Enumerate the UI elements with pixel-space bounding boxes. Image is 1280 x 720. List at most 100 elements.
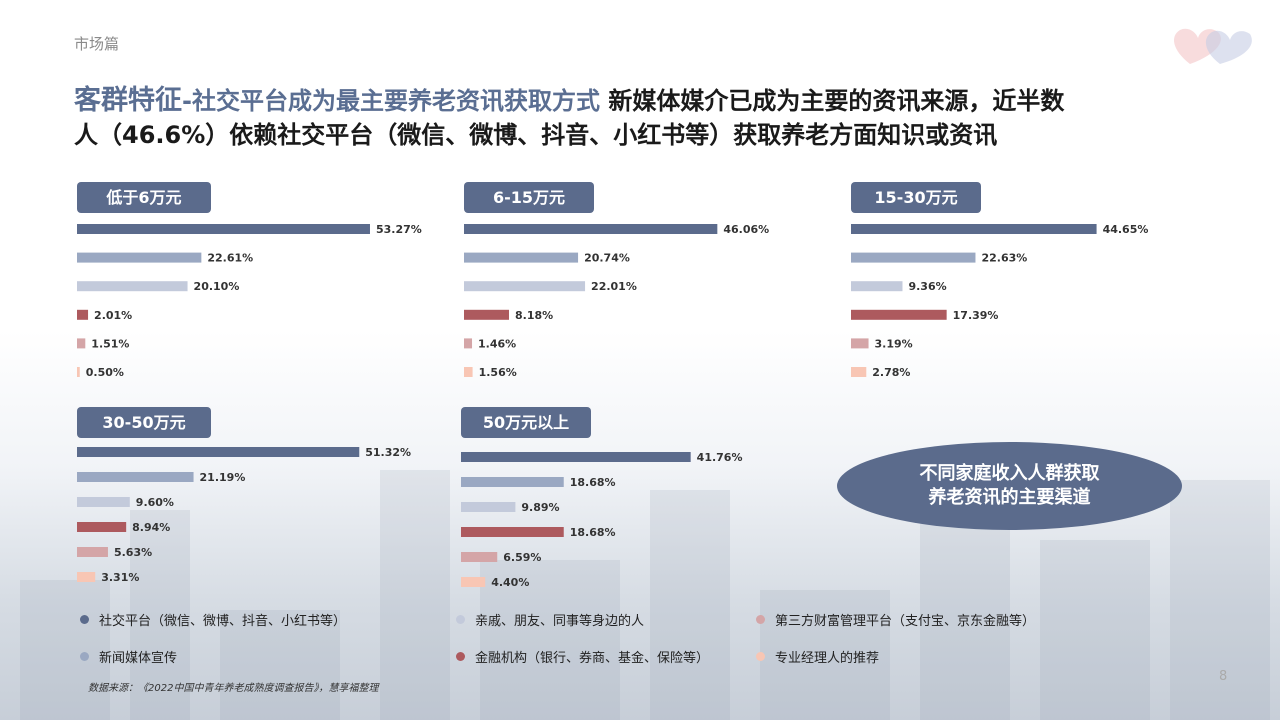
bar-1: [461, 477, 564, 487]
bar-value-label: 5.63%: [114, 546, 152, 559]
page-number: 8: [1219, 669, 1228, 684]
panel-title: 6-15万元: [464, 182, 594, 213]
bar-value-label: 2.01%: [94, 309, 132, 322]
bar-1: [77, 472, 194, 482]
bar-value-label: 1.56%: [479, 366, 517, 379]
bar-value-label: 22.01%: [591, 280, 637, 293]
bar-value-label: 18.68%: [570, 526, 616, 539]
bar-2: [851, 281, 903, 292]
bar-1: [851, 252, 976, 263]
bar-value-label: 9.60%: [136, 496, 174, 509]
bar-chart-6-15w: 46.06% 20.74% 22.01% 8.18% 1.46% 1.56%: [464, 223, 769, 379]
bar-2: [464, 281, 586, 292]
bar-value-label: 17.39%: [953, 309, 999, 322]
bar-value-label: 51.32%: [365, 446, 411, 459]
bar-value-label: 2.78%: [872, 366, 910, 379]
panel-title: 30-50万元: [77, 407, 211, 438]
bar-4: [77, 338, 86, 349]
heading-sub: -社交平台成为最主要养老资讯获取方式: [182, 87, 600, 115]
bar-3: [461, 527, 564, 537]
legend-label: 第三方财富管理平台（支付宝、京东金融等）: [775, 614, 1036, 629]
bar-value-label: 20.74%: [584, 252, 630, 265]
bar-value-label: 8.18%: [515, 309, 553, 322]
bar-chart-below-6w: 53.27% 22.61% 20.10% 2.01% 1.51% 0.50%: [77, 223, 422, 379]
bar-1: [77, 252, 202, 263]
bar-value-label: 0.50%: [86, 366, 124, 379]
callout-line1: 不同家庭收入人群获取: [919, 463, 1100, 484]
legend-item-social: 社交平台（微信、微博、抖音、小红书等）: [80, 610, 346, 629]
bar-value-label: 46.06%: [723, 223, 769, 236]
bar-1: [464, 252, 579, 263]
bar-value-label: 41.76%: [697, 451, 743, 464]
bar-5: [464, 367, 473, 377]
bar-0: [77, 224, 370, 234]
legend-label: 亲戚、朋友、同事等身边的人: [475, 614, 645, 629]
panel-title: 15-30万元: [851, 182, 981, 213]
legend-dot: [456, 615, 465, 624]
legend-item-financial: 金融机构（银行、券商、基金、保险等）: [456, 647, 709, 666]
heading-body-line1: 新媒体媒介已成为主要的资讯来源，近半数: [599, 87, 1065, 115]
bar-value-label: 44.65%: [1103, 223, 1149, 236]
bar-4: [77, 547, 108, 557]
bar-value-label: 22.63%: [981, 252, 1027, 265]
brand-logo: [1168, 18, 1254, 70]
heading-body-line2: 人（46.6%）依赖社交平台（微信、微博、抖音、小红书等）获取养老方面知识或资讯: [74, 121, 998, 149]
bar-3: [77, 309, 89, 320]
panel-title: 低于6万元: [77, 182, 211, 213]
bar-2: [461, 502, 516, 512]
bar-3: [77, 522, 127, 532]
bar-value-label: 20.10%: [194, 280, 240, 293]
bar-chart-30-50w: 51.32% 21.19% 9.60% 8.94% 5.63% 3.31%: [77, 446, 411, 584]
legend-item-advisor: 专业经理人的推荐: [756, 647, 879, 666]
bar-value-label: 6.59%: [503, 551, 541, 564]
legend-dot: [456, 652, 465, 661]
legend-item-third-party: 第三方财富管理平台（支付宝、京东金融等）: [756, 610, 1035, 629]
heading-main: 客群特征: [74, 85, 182, 116]
legend-label: 专业经理人的推荐: [775, 651, 880, 666]
bar-2: [77, 497, 130, 507]
bar-value-label: 1.51%: [91, 337, 129, 350]
bar-5: [461, 577, 486, 587]
bar-0: [461, 452, 691, 462]
bar-5: [77, 572, 96, 582]
bar-0: [77, 447, 360, 457]
section-label: 市场篇: [74, 35, 120, 53]
bar-value-label: 9.89%: [521, 501, 559, 514]
bar-5: [851, 367, 867, 377]
bar-0: [464, 224, 718, 234]
bar-4: [851, 338, 869, 349]
legend: 社交平台（微信、微博、抖音、小红书等） 亲戚、朋友、同事等身边的人 第三方财富管…: [80, 608, 1200, 666]
callout-line2: 养老资讯的主要渠道: [928, 487, 1091, 508]
bar-value-label: 21.19%: [200, 471, 246, 484]
page-heading: 客群特征-社交平台成为最主要养老资讯获取方式 新媒体媒介已成为主要的资讯来源，近…: [74, 84, 1214, 152]
bar-2: [77, 281, 188, 292]
panel-title: 50万元以上: [461, 407, 591, 438]
bar-value-label: 22.61%: [207, 252, 253, 265]
bar-value-label: 9.36%: [908, 280, 946, 293]
bar-value-label: 8.94%: [132, 521, 170, 534]
bar-value-label: 53.27%: [376, 223, 422, 236]
bar-3: [851, 309, 947, 320]
legend-label: 金融机构（银行、券商、基金、保险等）: [475, 651, 710, 666]
bar-value-label: 18.68%: [570, 476, 616, 489]
legend-dot: [80, 615, 89, 624]
bar-chart-15-30w: 44.65% 22.63% 9.36% 17.39% 3.19% 2.78%: [851, 223, 1149, 379]
bar-0: [851, 224, 1097, 234]
bar-5: [77, 367, 80, 377]
legend-item-relatives: 亲戚、朋友、同事等身边的人: [456, 610, 644, 629]
legend-item-news-media: 新闻媒体宣传: [80, 647, 177, 666]
bar-4: [461, 552, 498, 562]
bar-3: [464, 309, 509, 320]
bar-value-label: 3.31%: [101, 571, 139, 584]
legend-dot: [80, 652, 89, 661]
data-source: 数据来源：《2022中国中青年养老成熟度调查报告》，慧享福整理: [88, 683, 379, 694]
bar-chart-above-50w: 41.76% 18.68% 9.89% 18.68% 6.59% 4.40%: [461, 451, 743, 589]
legend-label: 社交平台（微信、微博、抖音、小红书等）: [99, 614, 347, 629]
legend-label: 新闻媒体宣传: [99, 651, 178, 666]
callout-ellipse: 不同家庭收入人群获取 养老资讯的主要渠道: [837, 442, 1182, 530]
bar-value-label: 1.46%: [478, 337, 516, 350]
bar-value-label: 3.19%: [875, 337, 913, 350]
bar-value-label: 4.40%: [491, 576, 529, 589]
bar-4: [464, 338, 473, 349]
legend-dot: [756, 652, 765, 661]
